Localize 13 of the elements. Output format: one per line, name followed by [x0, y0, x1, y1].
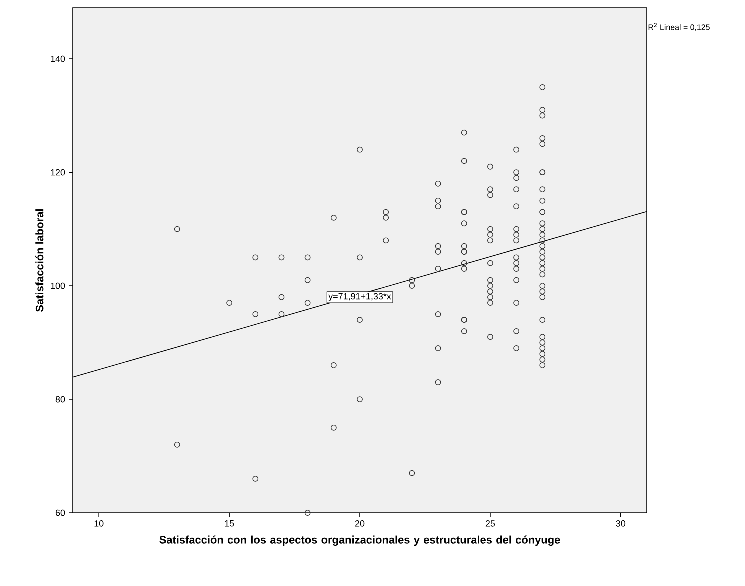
annotation: y=71,91+1,33*x — [328, 293, 392, 302]
x-tick-label: 15 — [225, 520, 234, 527]
x-tick-label: 30 — [616, 520, 626, 527]
x-tick-label: 25 — [486, 520, 496, 527]
x-tick-label: 10 — [94, 520, 104, 527]
y-tick-label: 80 — [56, 396, 66, 403]
x-axis-title: Satisfacción con los aspectos organizacionales y estructurales del cónyuge — [160, 536, 560, 546]
x-tick-label: 20 — [355, 520, 365, 527]
y-tick-label: 120 — [51, 169, 66, 176]
y-axis-title: Satisfacción laboral — [36, 210, 44, 312]
y-tick-label: 140 — [51, 56, 66, 62]
y-tick-label: 100 — [51, 282, 66, 290]
y-tick-label: 60 — [56, 510, 66, 516]
